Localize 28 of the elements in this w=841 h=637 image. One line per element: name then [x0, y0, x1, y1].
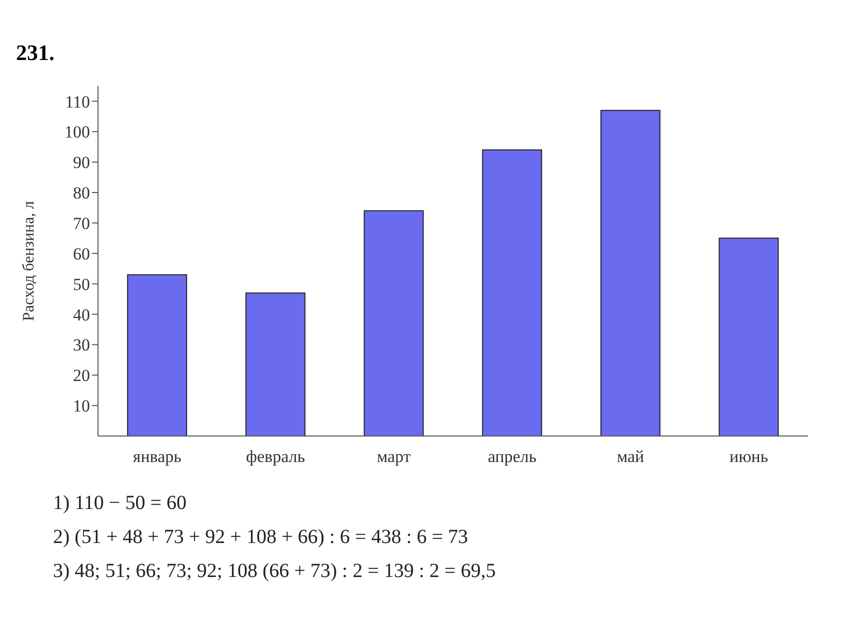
- chart-title: 231.: [16, 40, 56, 66]
- y-tick-label: 100: [64, 122, 90, 142]
- text: 3) 48; 51; 66; 73; 92; 108 (66 + 73) : 2 = 139 : 2 = 69,5: [53, 559, 497, 584]
- x-tick-label: июнь: [730, 447, 768, 466]
- bar: [127, 274, 188, 436]
- text: 2) (51 + 48 + 73 + 92 + 108 + 66) : 6 = 438 : 6 = 73: [53, 525, 470, 550]
- y-tick-label: 80: [73, 184, 90, 203]
- x-tick-label: февраль: [246, 447, 306, 466]
- x-tick-label: апрель: [488, 447, 537, 466]
- y-tick-label: 90: [73, 153, 90, 172]
- y-tick-label: 20: [73, 366, 90, 386]
- x-tick-label: январь: [132, 447, 182, 466]
- y-tick-label: 50: [73, 274, 90, 294]
- y-tick-label: 60: [73, 244, 90, 264]
- bar: [600, 110, 660, 436]
- x-tick-label: май: [616, 447, 644, 466]
- bar: [482, 149, 542, 436]
- y-tick-label: 70: [73, 214, 90, 233]
- y-tick-label: 10: [73, 396, 90, 416]
- bar: [245, 292, 306, 436]
- y-axis-title: Расход бензина, л: [20, 200, 38, 322]
- y-tick-label: 40: [73, 305, 90, 324]
- bar: [718, 238, 779, 436]
- y-tick-label: 110: [65, 92, 90, 112]
- bar: [364, 210, 424, 436]
- x-tick-label: март: [376, 447, 412, 466]
- text: 1) 110 − 50 = 60: [53, 491, 188, 516]
- y-tick-label: 30: [73, 336, 90, 355]
